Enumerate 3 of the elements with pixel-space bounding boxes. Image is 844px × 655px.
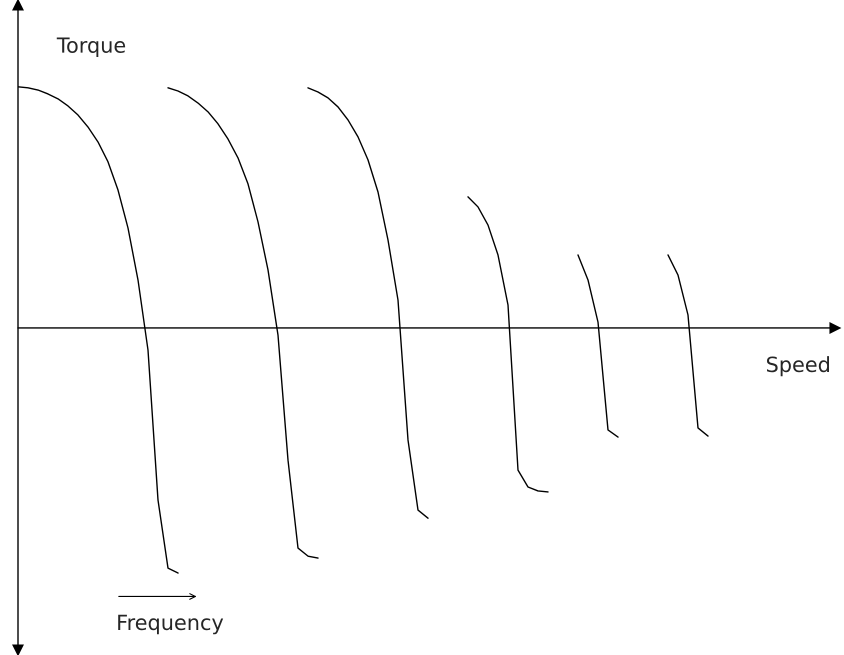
- y-axis-title: Torque: [56, 37, 126, 58]
- x-axis-title: Speed: [766, 356, 829, 376]
- text: Frequency: [118, 614, 224, 634]
